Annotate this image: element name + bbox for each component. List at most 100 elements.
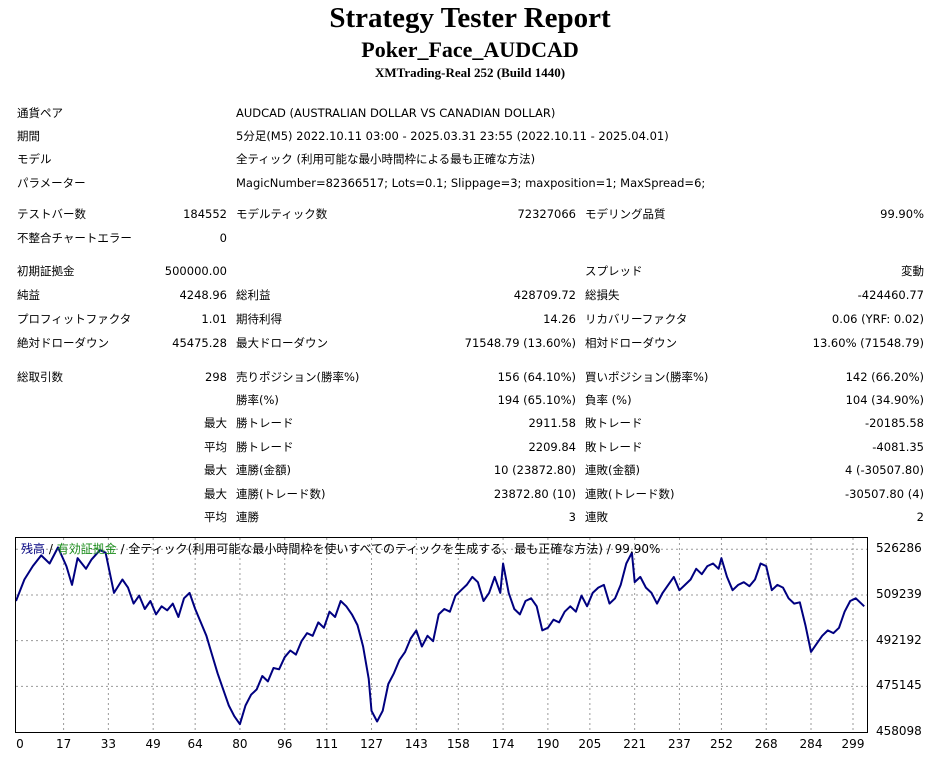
value-short-positions: 156 (64.10%) xyxy=(497,370,576,384)
x-tick-label: 221 xyxy=(623,737,647,751)
x-tick-label: 64 xyxy=(187,737,203,751)
label-profit-factor: プロフィットファクタ xyxy=(17,312,132,326)
value-expected-payoff: 14.26 xyxy=(543,312,576,326)
value-consec-win-count: 23872.80 (10) xyxy=(493,487,576,501)
value-avg-lose-trade: -4081.35 xyxy=(872,440,924,454)
x-tick-label: 127 xyxy=(360,737,383,751)
info-value-parameters: MagicNumber=82366517; Lots=0.1; Slippage… xyxy=(236,176,706,190)
ea-name: Poker_Face_AUDCAD xyxy=(361,37,579,62)
value-avg-win-trade: 2209.84 xyxy=(528,440,576,454)
label-max-lose-trade: 敗トレード xyxy=(585,416,643,430)
value-spread: 変動 xyxy=(901,264,924,278)
label-spread: スプレッド xyxy=(585,264,643,278)
label-gross-profit: 総利益 xyxy=(236,288,271,302)
label-model-ticks: モデルティック数 xyxy=(236,207,328,221)
x-tick-label: 33 xyxy=(100,737,117,751)
label-avg-1: 平均 xyxy=(204,440,227,454)
value-loss-rate: 104 (34.90%) xyxy=(845,393,924,407)
info-label-parameters: パラメーター xyxy=(17,176,86,190)
label-win-rate: 勝率(%) xyxy=(236,393,279,407)
label-max-win-trade: 勝トレード xyxy=(236,416,294,430)
x-tick-label: 284 xyxy=(799,737,823,751)
label-maximal-drawdown: 最大ドローダウン xyxy=(236,336,328,350)
balance-chart-plot xyxy=(16,538,867,732)
label-max-2: 最大 xyxy=(204,463,227,477)
label-consec-loss-money: 連敗(金額) xyxy=(585,463,640,477)
label-avg-consec-win: 連勝 xyxy=(236,510,259,524)
x-tick-label: 111 xyxy=(315,737,339,751)
value-initial-deposit: 500000.00 xyxy=(164,264,227,278)
x-tick-label: 17 xyxy=(55,737,72,751)
balance-series-line xyxy=(16,546,865,726)
label-long-positions: 買いポジション(勝率%) xyxy=(585,370,709,384)
x-tick-label: 190 xyxy=(536,737,560,751)
label-expected-payoff: 期待利得 xyxy=(236,312,282,326)
x-tick-label: 80 xyxy=(232,737,248,751)
y-tick-label: 475145 xyxy=(876,678,922,693)
y-tick-label: 509239 xyxy=(876,586,922,601)
label-loss-rate: 負率 (%) xyxy=(585,393,632,407)
value-avg-consec-loss: 2 xyxy=(916,510,924,524)
value-consec-loss-money: 4 (-30507.80) xyxy=(845,463,924,477)
value-test-bars: 184552 xyxy=(183,207,227,221)
value-recovery-factor: 0.06 (YRF: 0.02) xyxy=(831,312,924,326)
legend-model-info: 全ティック(利用可能な最小時間枠を使いすべてのティックを生成する、最も正確な方法… xyxy=(128,542,661,556)
value-gross-loss: -424460.77 xyxy=(857,288,924,302)
value-profit-factor: 1.01 xyxy=(201,312,227,326)
label-consec-win-count: 連勝(トレード数) xyxy=(236,487,326,501)
value-max-win-trade: 2911.58 xyxy=(528,416,576,430)
x-tick-label: 96 xyxy=(277,737,293,751)
legend-separator-1: / xyxy=(45,542,57,556)
value-model-quality: 99.90% xyxy=(880,207,924,221)
info-label-period: 期間 xyxy=(17,129,40,143)
value-consec-win-money: 10 (23872.80) xyxy=(493,463,576,477)
legend-balance: 残高 xyxy=(21,542,46,556)
label-max-3: 最大 xyxy=(204,487,227,501)
x-tick-label: 158 xyxy=(446,737,470,751)
value-relative-drawdown: 13.60% (71548.79) xyxy=(812,336,924,350)
label-avg-consec-loss: 連敗 xyxy=(585,510,608,524)
x-tick-label: 252 xyxy=(709,737,733,751)
value-mismatch-errors: 0 xyxy=(219,231,227,245)
info-label-model: モデル xyxy=(17,152,52,166)
report-title: Strategy Tester Report xyxy=(329,2,611,34)
label-test-bars: テストバー数 xyxy=(17,207,86,221)
y-tick-label: 458098 xyxy=(876,724,922,738)
label-recovery-factor: リカバリーファクタ xyxy=(585,312,688,326)
value-model-ticks: 72327066 xyxy=(517,207,576,221)
balance-chart xyxy=(15,537,868,733)
label-short-positions: 売りポジション(勝率%) xyxy=(236,370,360,384)
y-tick-label: 526286 xyxy=(876,541,922,556)
label-absolute-drawdown: 絶対ドローダウン xyxy=(17,336,109,350)
label-avg-win-trade: 勝トレード xyxy=(236,440,294,454)
value-max-lose-trade: -20185.58 xyxy=(864,416,924,430)
label-max-1: 最大 xyxy=(204,416,227,430)
info-value-model: 全ティック (利用可能な最小時間枠による最も正確な方法) xyxy=(236,152,536,166)
label-avg-lose-trade: 敗トレード xyxy=(585,440,643,454)
legend-separator-2: / xyxy=(116,542,129,556)
x-tick-label: 0 xyxy=(16,737,24,751)
x-tick-label: 237 xyxy=(667,737,691,751)
value-total-trades: 298 xyxy=(205,370,227,384)
server-build: XMTrading-Real 252 (Build 1440) xyxy=(374,65,566,80)
value-absolute-drawdown: 45475.28 xyxy=(172,336,227,350)
label-avg-2: 平均 xyxy=(204,510,227,524)
label-model-quality: モデリング品質 xyxy=(585,207,666,221)
x-tick-label: 143 xyxy=(404,737,428,751)
label-net-profit: 純益 xyxy=(17,288,40,302)
value-consec-loss-count: -30507.80 (4) xyxy=(845,487,924,501)
label-gross-loss: 総損失 xyxy=(585,288,620,302)
legend-equity: 有効証拠金 xyxy=(56,542,117,556)
x-tick-label: 299 xyxy=(841,737,865,751)
label-consec-win-money: 連勝(金額) xyxy=(236,463,291,477)
info-value-symbol: AUDCAD (AUSTRALIAN DOLLAR VS CANADIAN DO… xyxy=(236,106,556,120)
label-total-trades: 総取引数 xyxy=(17,370,63,384)
chart-legend: 残高 / 有効証拠金 / 全ティック(利用可能な最小時間枠を使いすべてのティック… xyxy=(21,540,660,557)
x-tick-label: 174 xyxy=(491,737,515,751)
label-relative-drawdown: 相対ドローダウン xyxy=(585,336,677,350)
value-net-profit: 4248.96 xyxy=(179,288,227,302)
x-tick-label: 49 xyxy=(145,737,161,751)
value-avg-consec-win: 3 xyxy=(568,510,576,524)
y-tick-label: 492192 xyxy=(876,632,922,647)
x-tick-label: 268 xyxy=(754,737,778,751)
